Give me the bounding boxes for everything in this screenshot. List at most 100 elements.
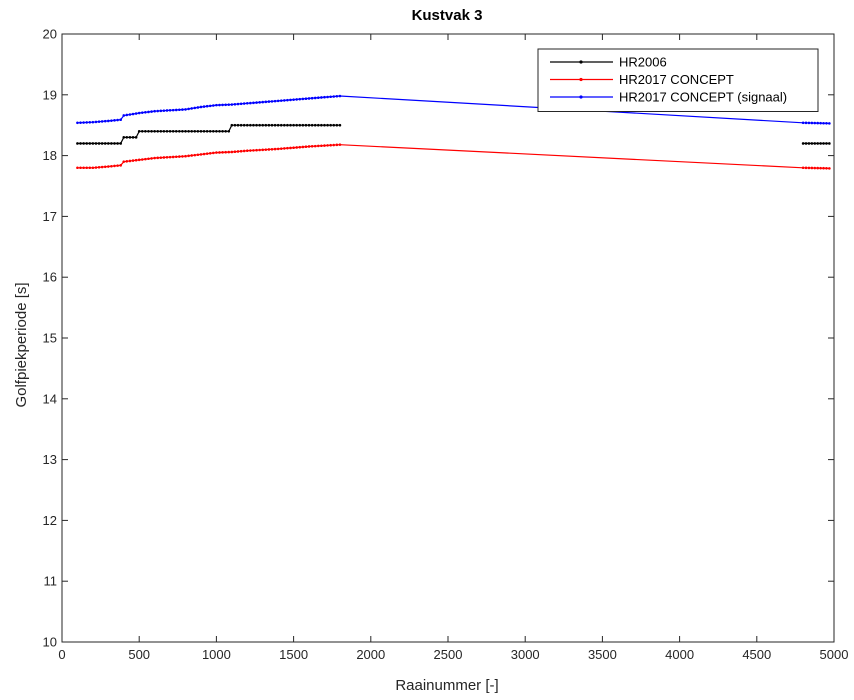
- series-point: [193, 106, 197, 110]
- series-point: [150, 110, 153, 113]
- series-point: [153, 156, 156, 160]
- series-point: [283, 99, 286, 102]
- series-point: [153, 109, 156, 113]
- series-point: [140, 129, 144, 133]
- series-point: [230, 103, 234, 106]
- series-point: [100, 142, 104, 145]
- series-point: [292, 146, 295, 149]
- series-point: [810, 121, 814, 125]
- series-point: [227, 103, 231, 106]
- series-point: [85, 142, 89, 145]
- series-point: [338, 143, 342, 146]
- series-point: [174, 129, 178, 133]
- series-point: [323, 95, 326, 99]
- series-point: [97, 120, 101, 123]
- series-point: [283, 123, 286, 127]
- plot-frame: [61, 33, 835, 643]
- series-point: [326, 144, 329, 147]
- series-point: [100, 120, 104, 123]
- series-point: [320, 123, 323, 127]
- series-point: [82, 166, 85, 170]
- series-point: [221, 129, 224, 133]
- series-point: [199, 105, 203, 109]
- series-point: [249, 101, 252, 105]
- series-point: [267, 148, 271, 151]
- series-point: [199, 129, 203, 133]
- series-point: [317, 96, 320, 100]
- series-point: [326, 123, 329, 127]
- x-tick-label: 2000: [356, 647, 385, 662]
- series-point: [94, 166, 98, 169]
- chart-title: Kustvak 3: [412, 7, 483, 24]
- y-axis-label: Golfpiekperiode [s]: [13, 282, 30, 407]
- series-point: [338, 94, 342, 98]
- series-point: [317, 144, 320, 148]
- series-point: [295, 98, 298, 101]
- series-point: [819, 142, 822, 145]
- series-point: [134, 136, 138, 139]
- series-point: [224, 150, 227, 154]
- series-point: [249, 123, 252, 127]
- series-point: [171, 129, 175, 133]
- x-tick-label: 1500: [279, 647, 308, 662]
- series-point: [202, 152, 206, 156]
- series-point: [810, 142, 814, 145]
- series-point: [190, 107, 193, 110]
- series-point: [286, 98, 289, 102]
- legend-marker: [579, 77, 583, 82]
- series-0: [76, 123, 831, 145]
- series-point: [76, 166, 79, 170]
- series-point: [79, 166, 82, 170]
- series-point: [813, 166, 817, 170]
- series-point: [205, 104, 209, 108]
- series-point: [801, 121, 805, 125]
- series-point: [110, 164, 113, 168]
- series-point: [255, 123, 258, 127]
- series-point: [119, 164, 122, 167]
- series-point: [187, 129, 190, 133]
- series-point: [813, 142, 817, 145]
- series-point: [301, 97, 305, 101]
- y-tick-label: 11: [44, 574, 58, 589]
- series-point: [82, 121, 85, 124]
- series-point: [193, 153, 197, 157]
- series-point: [335, 143, 339, 147]
- series-point: [804, 142, 808, 145]
- y-tick-label: 18: [43, 148, 57, 163]
- series-point: [171, 108, 175, 112]
- series-lines: [76, 94, 831, 170]
- series-point: [273, 123, 277, 127]
- series-point: [171, 155, 175, 159]
- series-point: [816, 166, 820, 170]
- series-point: [332, 143, 336, 147]
- series-point: [79, 121, 82, 124]
- series-point: [245, 123, 249, 127]
- series-point: [187, 107, 190, 111]
- series-point: [159, 156, 163, 159]
- series-point: [190, 129, 193, 133]
- series-point: [128, 159, 132, 163]
- series-point: [335, 123, 339, 127]
- series-point: [252, 123, 255, 127]
- series-point: [116, 142, 119, 145]
- x-tick-label: 1000: [202, 647, 231, 662]
- series-point: [239, 123, 243, 127]
- series-point: [245, 102, 249, 105]
- series-point: [307, 145, 311, 148]
- y-tick-label: 16: [43, 270, 57, 285]
- x-tick-label: 2500: [434, 647, 463, 662]
- series-point: [273, 147, 277, 151]
- series-point: [233, 123, 237, 127]
- series-point: [125, 113, 129, 117]
- series-point: [140, 158, 144, 161]
- series-point: [242, 102, 246, 105]
- series-point: [107, 165, 110, 168]
- series-point: [113, 142, 116, 145]
- series-point: [218, 103, 221, 107]
- series-point: [181, 108, 184, 111]
- series-point: [329, 123, 332, 127]
- series-point: [196, 153, 200, 157]
- series-point: [168, 109, 172, 112]
- series-point: [159, 109, 163, 113]
